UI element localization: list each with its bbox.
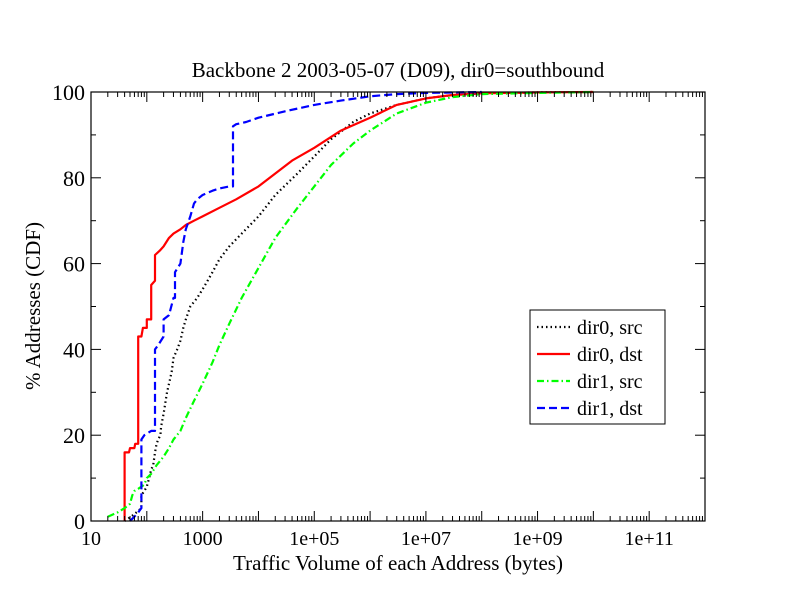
legend-label-4: dir1, dst <box>577 398 643 420</box>
series-layer <box>107 90 594 522</box>
series-line-4 <box>129 90 482 522</box>
y-tick-label: 80 <box>63 166 85 191</box>
x-tick-label: 1e+11 <box>624 528 673 550</box>
legend-entries: dir0, src dir0, dst dir1, src dir1, dst <box>537 317 643 420</box>
y-tick-label: 20 <box>63 423 85 448</box>
series-line-3 <box>107 90 594 518</box>
legend: dir0, src dir0, dst dir1, src dir1, dst <box>529 309 666 425</box>
x-tick-label: 1000 <box>183 528 223 550</box>
y-tick-label: 100 <box>52 80 85 105</box>
plot-frame <box>90 91 706 522</box>
series-line-2 <box>123 90 594 521</box>
x-tick-label: 1e+07 <box>401 528 451 550</box>
legend-label-2: dir0, dst <box>577 344 643 366</box>
x-tick-label: 1e+09 <box>512 528 562 550</box>
series-line-1 <box>123 90 594 522</box>
y-tick-label: 60 <box>63 252 85 277</box>
x-tick-label: 10 <box>81 528 101 550</box>
y-tick-label: 0 <box>74 509 85 534</box>
chart-title: Backbone 2 2003-05-07 (D09), dir0=southb… <box>192 58 605 82</box>
x-tick-label: 1e+05 <box>289 528 339 550</box>
y-tick-label: 40 <box>63 337 85 362</box>
legend-label-3: dir1, src <box>577 371 643 393</box>
legend-box <box>529 309 666 425</box>
x-axis-label: Traffic Volume of each Address (bytes) <box>233 551 563 575</box>
legend-label-1: dir0, src <box>577 317 643 339</box>
y-axis-label: % Addresses (CDF) <box>21 222 45 390</box>
